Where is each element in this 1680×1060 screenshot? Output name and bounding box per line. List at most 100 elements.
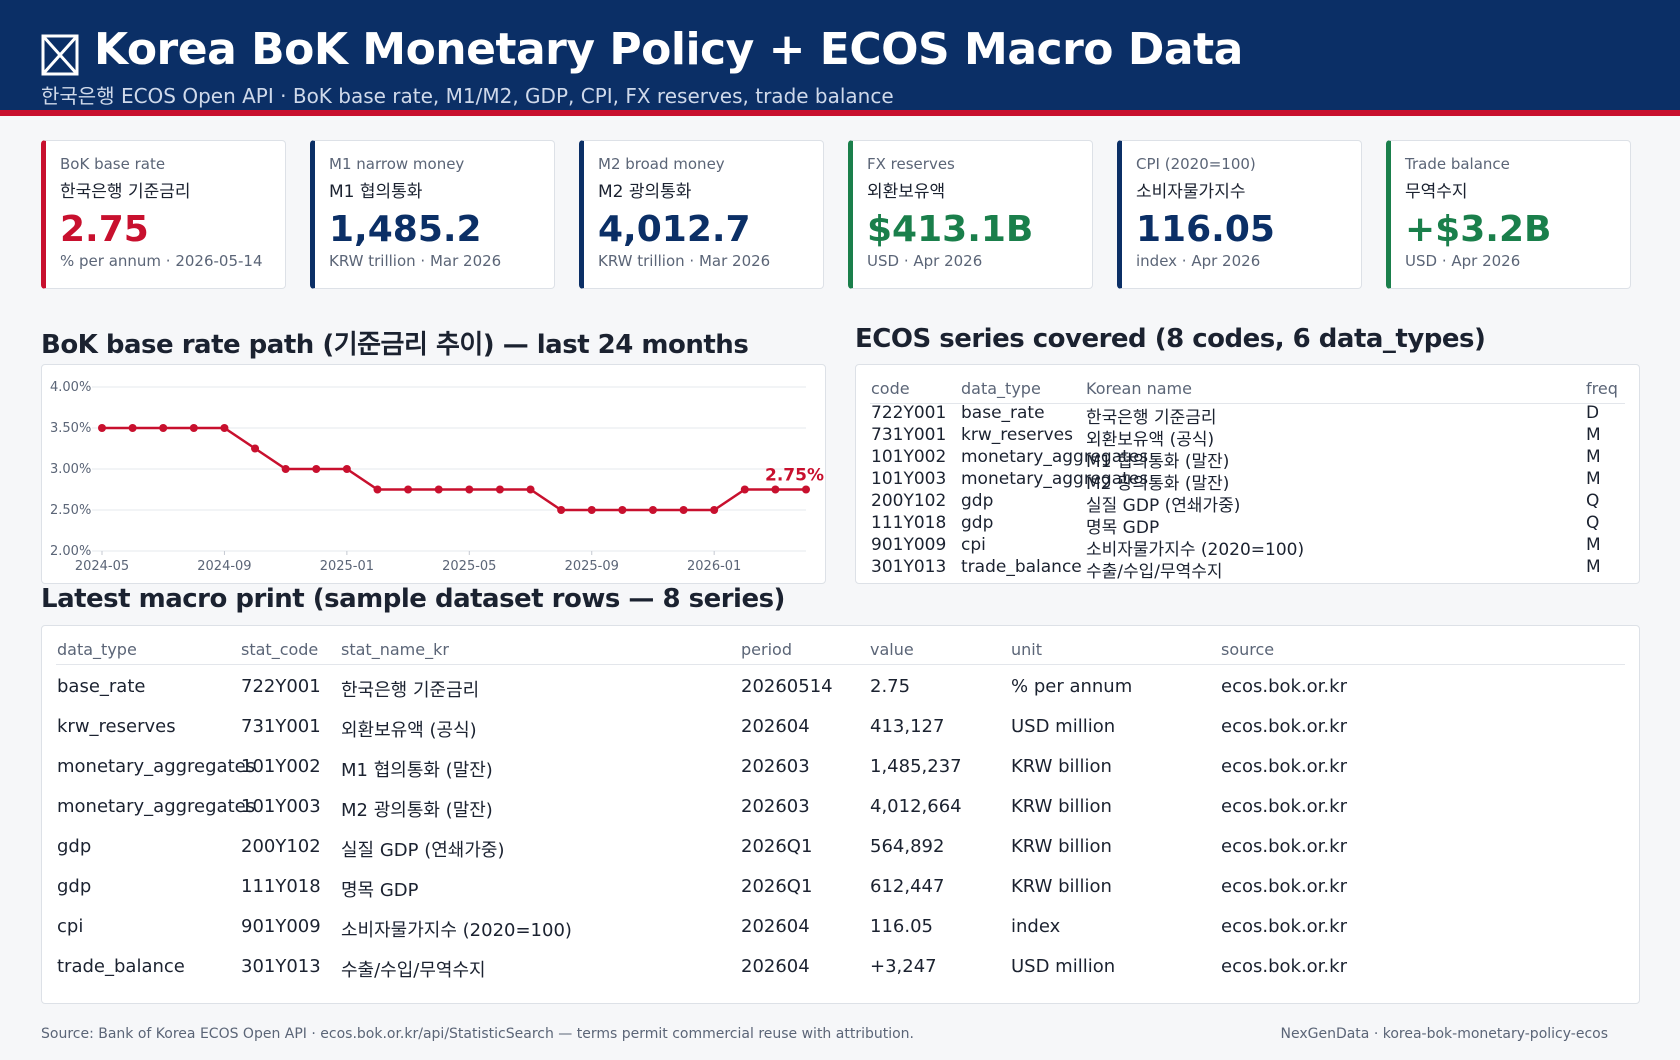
table-cell: M1 협의통화 (말잔) (1086, 452, 1230, 472)
rate-point (802, 485, 810, 494)
y-tick-label: 3.00% (50, 462, 91, 477)
rate-point (679, 506, 688, 514)
header: Korea BoK Monetary Policy + ECOS Macro D… (0, 0, 1680, 116)
table-cell: 2026Q1 (741, 876, 813, 897)
kpi-label: Trade balance (1405, 155, 1510, 173)
table-cell: 실질 GDP (연쇄가중) (1086, 496, 1241, 516)
kpi-caption: USD · Apr 2026 (867, 252, 983, 270)
rate-point (159, 424, 168, 432)
kpi-caption: KRW trillion · Mar 2026 (598, 252, 771, 270)
kpi-value: $413.1B (867, 209, 1034, 250)
page-subtitle: 한국은행 ECOS Open API · BoK base rate, M1/M… (41, 84, 894, 108)
table-cell: krw_reserves (961, 425, 1073, 445)
column-header: freq (1586, 379, 1618, 398)
table-cell: cpi (961, 535, 986, 555)
table-cell: M2 광의통화 (말잔) (341, 800, 493, 821)
kpi-card: BoK base rate 한국은행 기준금리 2.75 % per annum · … (41, 140, 286, 289)
column-header: Korean name (1086, 379, 1192, 398)
table-cell: monetary_aggregates (57, 796, 256, 817)
table-cell: ecos.bok.or.kr (1221, 916, 1347, 937)
column-header: code (871, 379, 910, 398)
rate-point (771, 485, 780, 494)
table-cell: 901Y009 (871, 535, 947, 555)
kpi-label-kr: M2 광의통화 (598, 182, 692, 202)
table-cell: gdp (57, 836, 92, 857)
y-tick-label: 3.50% (50, 421, 91, 436)
rate-point (373, 485, 382, 494)
column-header: unit (1011, 640, 1042, 659)
table-cell: 수출/수입/무역수지 (341, 960, 486, 981)
kpi-caption: index · Apr 2026 (1136, 252, 1261, 270)
table-cell: ecos.bok.or.kr (1221, 956, 1347, 977)
table-cell: 101Y002 (871, 447, 947, 467)
rate-point (648, 506, 657, 514)
table-cell: 901Y009 (241, 916, 321, 937)
table-cell: Q (1586, 491, 1600, 511)
table-cell: 소비자물가지수 (2020=100) (341, 920, 572, 941)
table-cell: 1,485,237 (870, 756, 962, 777)
series-table: code data_type Korean name freq 722Y001 base_… (855, 364, 1640, 584)
kpi-label-kr: M1 협의통화 (329, 182, 423, 202)
table-cell: 2026Q1 (741, 836, 813, 857)
x-tick-label: 2024-05 (75, 559, 129, 574)
x-tick-label: 2025-01 (320, 559, 374, 574)
column-header: period (741, 640, 792, 659)
table-cell: 413,127 (870, 716, 945, 737)
kpi-caption: % per annum · 2026-05-14 (60, 252, 263, 270)
page-title: Korea BoK Monetary Policy + ECOS Macro D… (94, 24, 1243, 75)
table-cell: monetary_aggregates (57, 756, 256, 777)
column-header: stat_code (241, 640, 319, 659)
table-cell: 101Y003 (241, 796, 321, 817)
rate-point (281, 465, 290, 473)
kpi-label: CPI (2020=100) (1136, 155, 1256, 173)
table-cell: ecos.bok.or.kr (1221, 836, 1347, 857)
table-cell: ecos.bok.or.kr (1221, 676, 1347, 697)
title-icon (41, 34, 79, 76)
table-cell: M (1586, 535, 1601, 555)
header-rule (870, 403, 1625, 404)
table-cell: 202604 (741, 956, 810, 977)
kpi-card: Trade balance 무역수지 +$3.2B USD · Apr 2026 (1386, 140, 1631, 289)
chart-panel: 2.00% 2.50% 3.00% 3.50% 4.00% 2024-05 2024-09 2… (41, 364, 826, 584)
kpi-caption: USD · Apr 2026 (1405, 252, 1521, 270)
table-cell: 202604 (741, 716, 810, 737)
table-cell: M (1586, 469, 1601, 489)
table-cell: USD million (1011, 956, 1116, 977)
x-tick-label: 2026-01 (687, 559, 741, 574)
rate-point (128, 424, 137, 432)
table-cell: 101Y002 (241, 756, 321, 777)
rate-point (740, 485, 749, 494)
kpi-label-kr: 외환보유액 (867, 182, 946, 202)
rate-point (220, 424, 229, 432)
table-cell: ecos.bok.or.kr (1221, 716, 1347, 737)
header-rule (56, 664, 1625, 665)
macro-table-title: Latest macro print (sample dataset rows … (41, 584, 785, 614)
table-cell: 한국은행 기준금리 (341, 680, 480, 701)
table-cell: ecos.bok.or.kr (1221, 796, 1347, 817)
table-cell: 111Y018 (871, 513, 947, 533)
rate-point (710, 506, 719, 514)
table-cell: trade_balance (961, 557, 1082, 577)
x-tick-label: 2024-09 (197, 559, 251, 574)
rate-point (465, 485, 474, 494)
table-cell: cpi (57, 916, 84, 937)
kpi-caption: KRW trillion · Mar 2026 (329, 252, 502, 270)
table-cell: ecos.bok.or.kr (1221, 876, 1347, 897)
kpi-value: 1,485.2 (329, 209, 482, 250)
table-cell: ecos.bok.or.kr (1221, 756, 1347, 777)
footer-source: Source: Bank of Korea ECOS Open API · ec… (41, 1026, 914, 1042)
x-tick-label: 2025-09 (565, 559, 619, 574)
table-cell: gdp (961, 491, 994, 511)
table-cell: USD million (1011, 716, 1116, 737)
kpi-label-kr: 무역수지 (1405, 182, 1468, 202)
rate-point (251, 444, 260, 453)
table-cell: 수출/수입/무역수지 (1086, 562, 1223, 582)
table-cell: krw_reserves (57, 716, 176, 737)
table-cell: M1 협의통화 (말잔) (341, 760, 493, 781)
rate-point (312, 465, 321, 473)
macro-table: data_type stat_code stat_name_kr period valu… (41, 625, 1640, 1004)
table-cell: KRW billion (1011, 836, 1112, 857)
column-header: data_type (57, 640, 137, 659)
table-cell: KRW billion (1011, 876, 1112, 897)
kpi-label: BoK base rate (60, 155, 166, 173)
